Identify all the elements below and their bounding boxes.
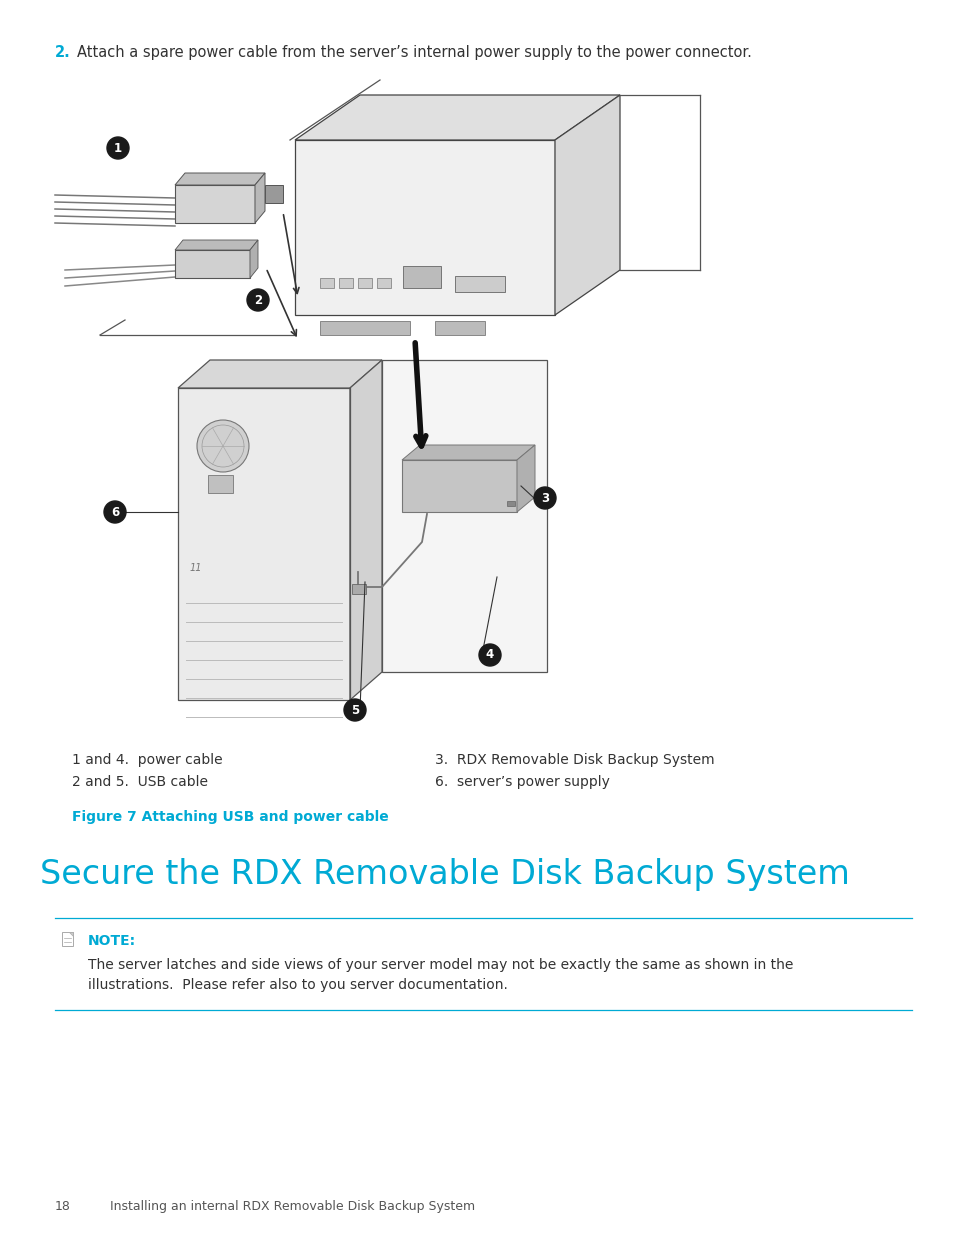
Text: NOTE:: NOTE: (88, 934, 136, 948)
Polygon shape (401, 459, 517, 513)
Polygon shape (401, 445, 535, 459)
Text: 4: 4 (485, 648, 494, 662)
Text: illustrations.  Please refer also to you server documentation.: illustrations. Please refer also to you … (88, 978, 507, 992)
Circle shape (247, 289, 269, 311)
Bar (265, 185, 283, 203)
Polygon shape (517, 445, 535, 513)
Text: Secure the RDX Removable Disk Backup System: Secure the RDX Removable Disk Backup Sys… (40, 858, 849, 890)
Polygon shape (555, 95, 619, 315)
Polygon shape (294, 95, 619, 140)
Bar (435, 321, 484, 335)
Bar (357, 278, 372, 288)
Circle shape (534, 487, 556, 509)
Bar (208, 475, 233, 493)
Bar (402, 266, 440, 288)
Bar (506, 501, 515, 506)
Text: 2.: 2. (55, 44, 71, 61)
Polygon shape (174, 173, 265, 185)
Polygon shape (174, 249, 250, 278)
Bar (376, 278, 391, 288)
Polygon shape (254, 173, 265, 224)
Circle shape (344, 699, 366, 721)
Polygon shape (381, 359, 546, 672)
Polygon shape (69, 932, 73, 936)
Bar (352, 584, 366, 594)
Text: 3: 3 (540, 492, 549, 505)
Text: 6: 6 (111, 505, 119, 519)
Text: Installing an internal RDX Removable Disk Backup System: Installing an internal RDX Removable Dis… (110, 1200, 475, 1213)
Polygon shape (174, 185, 254, 224)
Polygon shape (294, 140, 555, 315)
Polygon shape (178, 388, 350, 700)
Polygon shape (250, 240, 257, 278)
Text: Figure 7 Attaching USB and power cable: Figure 7 Attaching USB and power cable (71, 810, 388, 824)
Polygon shape (174, 240, 257, 249)
Text: 6.  server’s power supply: 6. server’s power supply (435, 776, 609, 789)
Polygon shape (178, 359, 381, 388)
Text: 1: 1 (113, 142, 122, 154)
Bar (455, 275, 504, 291)
Bar (319, 321, 410, 335)
Text: 3.  RDX Removable Disk Backup System: 3. RDX Removable Disk Backup System (435, 753, 714, 767)
Text: 1 and 4.  power cable: 1 and 4. power cable (71, 753, 222, 767)
Text: The server latches and side views of your server model may not be exactly the sa: The server latches and side views of you… (88, 958, 793, 972)
Circle shape (478, 643, 500, 666)
Text: 11: 11 (190, 563, 202, 573)
Text: Attach a spare power cable from the server’s internal power supply to the power : Attach a spare power cable from the serv… (77, 44, 751, 61)
Bar (338, 278, 353, 288)
Text: 5: 5 (351, 704, 358, 716)
Bar (319, 278, 334, 288)
Bar (62, 932, 73, 946)
Text: 18: 18 (55, 1200, 71, 1213)
Circle shape (107, 137, 129, 159)
Circle shape (196, 420, 249, 472)
Circle shape (104, 501, 126, 522)
Text: 2 and 5.  USB cable: 2 and 5. USB cable (71, 776, 208, 789)
Polygon shape (350, 359, 381, 700)
Text: 2: 2 (253, 294, 262, 306)
